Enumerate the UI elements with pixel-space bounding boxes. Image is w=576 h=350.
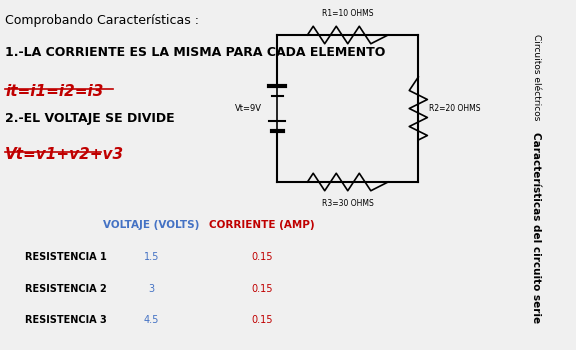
Text: Comprobando Características :: Comprobando Características : (5, 14, 199, 27)
Text: Circuitos eléctricos: Circuitos eléctricos (532, 34, 541, 120)
Text: 0.15: 0.15 (251, 252, 273, 262)
Text: 2.-EL VOLTAJE SE DIVIDE: 2.-EL VOLTAJE SE DIVIDE (5, 112, 175, 125)
Text: R2=20 OHMS: R2=20 OHMS (429, 104, 481, 113)
Text: Características del circuito serie: Características del circuito serie (532, 132, 541, 323)
Text: 0.15: 0.15 (251, 284, 273, 294)
Text: 3: 3 (148, 284, 154, 294)
Text: Vt=v1+v2+v3: Vt=v1+v2+v3 (5, 147, 124, 162)
Text: 0.15: 0.15 (251, 315, 273, 325)
Text: R1=10 OHMS: R1=10 OHMS (322, 8, 373, 18)
Text: RESISTENCIA 2: RESISTENCIA 2 (25, 284, 107, 294)
Text: RESISTENCIA 1: RESISTENCIA 1 (25, 252, 107, 262)
Text: R3=30 OHMS: R3=30 OHMS (322, 199, 374, 209)
Text: 4.5: 4.5 (143, 315, 159, 325)
Text: VOLTAJE (VOLTS): VOLTAJE (VOLTS) (103, 220, 199, 231)
Text: Vt=9V: Vt=9V (235, 104, 262, 113)
Text: CORRIENTE (AMP): CORRIENTE (AMP) (209, 220, 315, 231)
Text: 1.-LA CORRIENTE ES LA MISMA PARA CADA ELEMENTO: 1.-LA CORRIENTE ES LA MISMA PARA CADA EL… (5, 46, 385, 58)
Text: RESISTENCIA 3: RESISTENCIA 3 (25, 315, 107, 325)
Text: 1.5: 1.5 (143, 252, 159, 262)
Text: it=i1=i2=i3: it=i1=i2=i3 (5, 84, 104, 99)
